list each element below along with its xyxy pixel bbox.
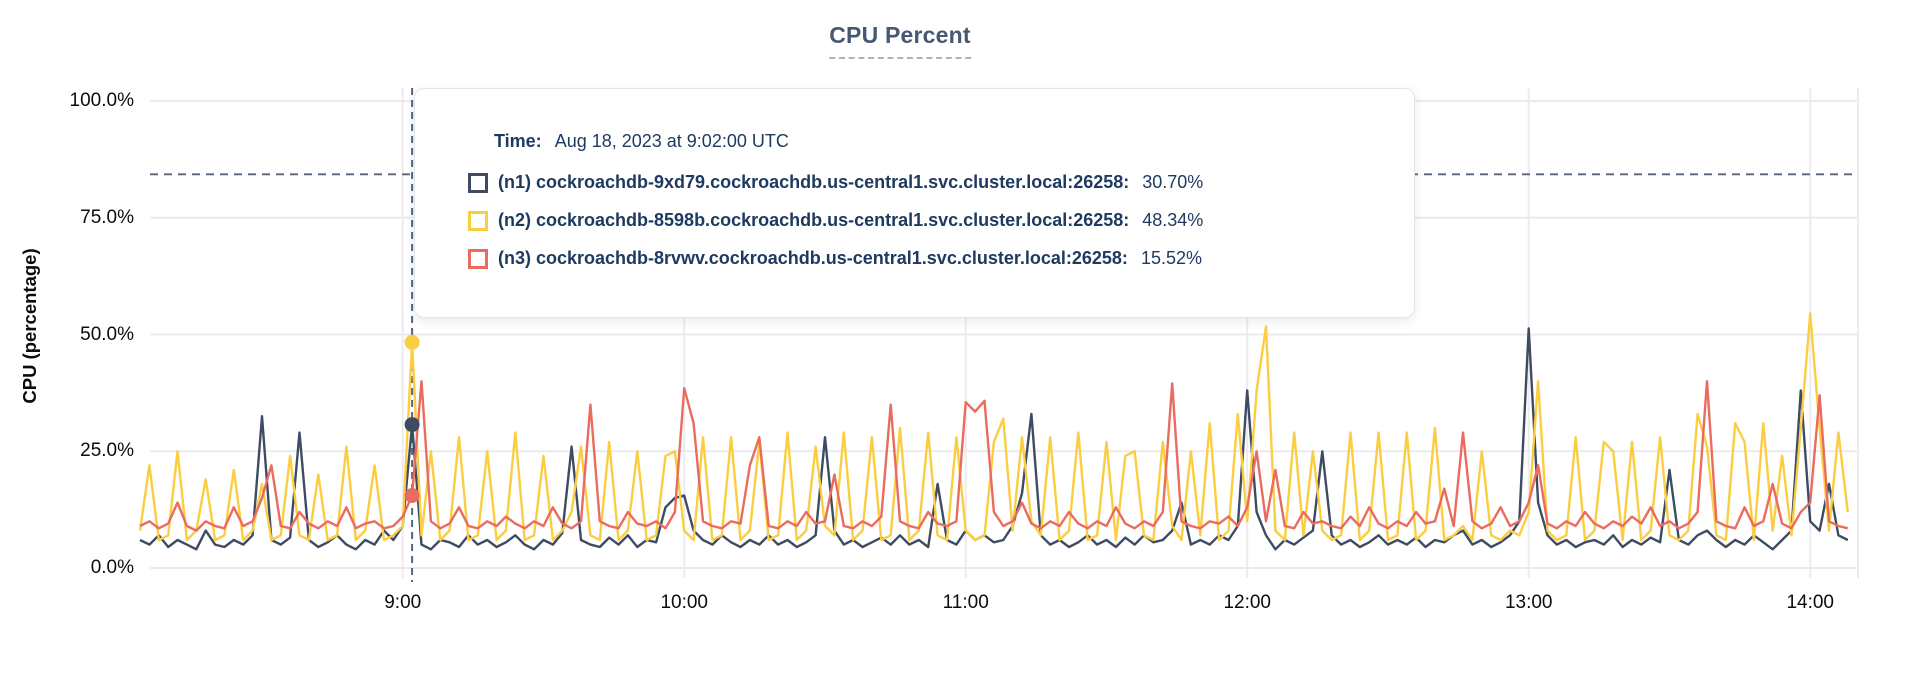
x-axis-tick-label: 12:00 [1223, 592, 1271, 613]
x-axis-tick-label: 14:00 [1786, 592, 1834, 613]
series-color-swatch-icon [468, 248, 488, 269]
tooltip-time-row: Time: Aug 18, 2023 at 9:02:00 UTC [494, 131, 1384, 152]
hover-dot-n3 [404, 488, 420, 503]
x-axis-tick-label: 9:00 [384, 592, 422, 613]
chart-title[interactable]: CPU Percent [829, 22, 971, 59]
tooltip-series-rows: (n1) cockroachdb-9xd79.cockroachdb.us-ce… [468, 172, 1384, 269]
tooltip-time-label: Time: [494, 131, 542, 151]
x-axis-tick-label: 11:00 [942, 592, 989, 613]
y-axis-tick-label: 25.0% [80, 440, 134, 462]
tooltip-time-value: Aug 18, 2023 at 9:02:00 UTC [554, 131, 789, 151]
y-axis-tick-label: 0.0% [90, 557, 134, 578]
series-line-n1 [139, 327, 1849, 551]
hover-dot-n2 [404, 334, 420, 350]
tooltip-series-name: (n2) cockroachdb-8598b.cockroachdb.us-ce… [498, 210, 1130, 230]
series-line-n3 [139, 380, 1849, 532]
x-axis-tick-label: 13:00 [1504, 592, 1553, 613]
tooltip-series-value: 48.34% [1142, 210, 1204, 230]
y-axis-tick-label: 100.0% [69, 90, 134, 111]
tooltip-series-value: 15.52% [1140, 248, 1202, 268]
x-axis-tick-label: 10:00 [660, 592, 708, 613]
series-color-swatch-icon [468, 210, 488, 231]
tooltip-series-name: (n3) cockroachdb-8rvwv.cockroachdb.us-ce… [498, 248, 1128, 268]
hover-dot-n1 [404, 417, 420, 433]
y-axis-tick-label: 50.0% [80, 323, 134, 345]
chart-tooltip: Time: Aug 18, 2023 at 9:02:00 UTC (n1) co… [414, 88, 1415, 318]
tooltip-series-row: (n3) cockroachdb-8rvwv.cockroachdb.us-ce… [468, 248, 1384, 269]
tooltip-series-row: (n1) cockroachdb-9xd79.cockroachdb.us-ce… [468, 172, 1384, 193]
tooltip-series-value: 30.70% [1142, 172, 1204, 192]
y-axis-tick-label: 75.0% [80, 206, 134, 228]
series-color-swatch-icon [468, 172, 488, 193]
tooltip-series-row: (n2) cockroachdb-8598b.cockroachdb.us-ce… [468, 210, 1384, 231]
tooltip-series-name: (n1) cockroachdb-9xd79.cockroachdb.us-ce… [498, 172, 1130, 192]
series-line-n2 [138, 312, 1849, 542]
